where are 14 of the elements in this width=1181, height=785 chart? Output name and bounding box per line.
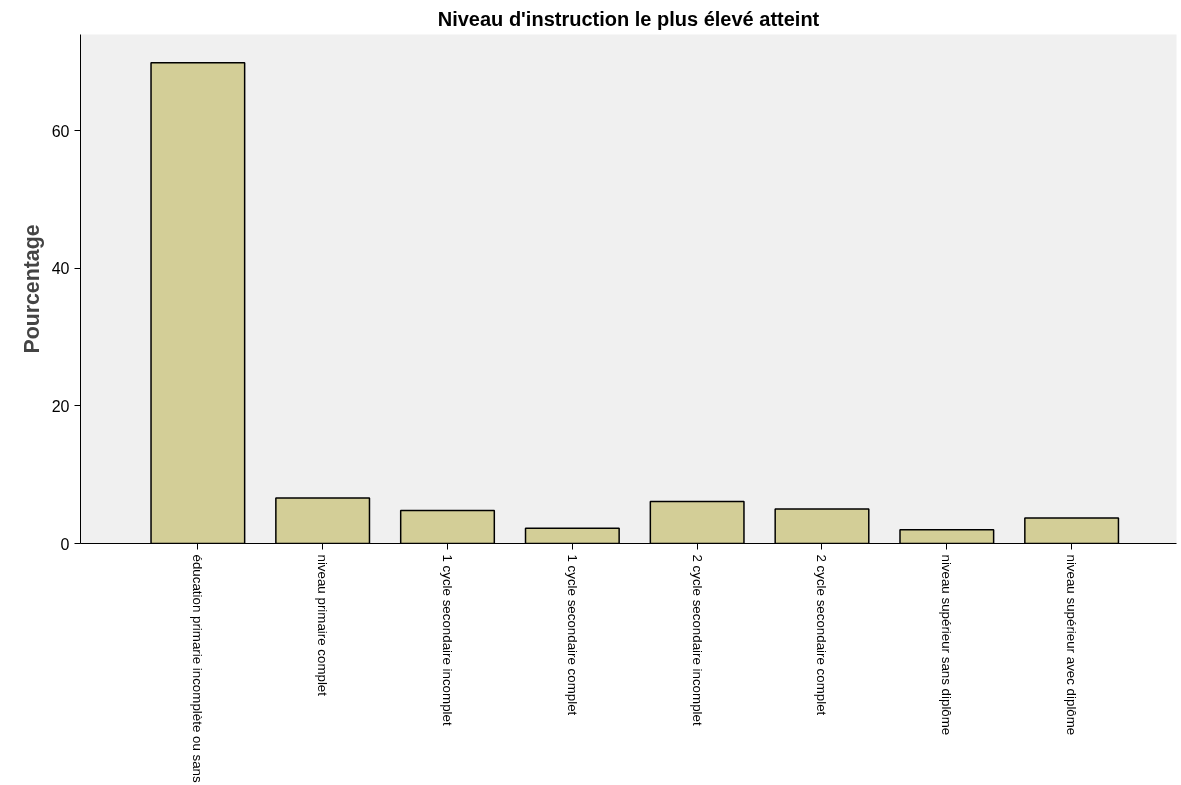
x-tick-label: éducation primarie incomplète ou sans (190, 554, 206, 784)
x-tick-label: niveau supérieur sans diplôme (939, 554, 955, 736)
x-tick-label: 2 cycle secondaire incomplet (689, 554, 705, 726)
x-tick-label: niveau primaire complet (315, 554, 331, 697)
x-tick-label: niveau supérieur avec diplôme (1064, 554, 1080, 736)
x-tick-label: 1 cycle secondaire incomplet (440, 554, 455, 726)
chart-title: Niveau d'instruction le plus élevé atteint (437, 7, 820, 30)
x-tick-label: 2 cycle secondaire complet (814, 554, 830, 716)
y-axis-title: Pourcentage (19, 224, 44, 354)
x-tick-label: 1 cycle secondaire complet (564, 554, 580, 716)
y-tick-label: 0 (60, 535, 70, 553)
y-tick-label: 20 (51, 397, 70, 415)
y-tick-label: 40 (51, 260, 70, 278)
y-tick-label: 60 (51, 122, 70, 140)
